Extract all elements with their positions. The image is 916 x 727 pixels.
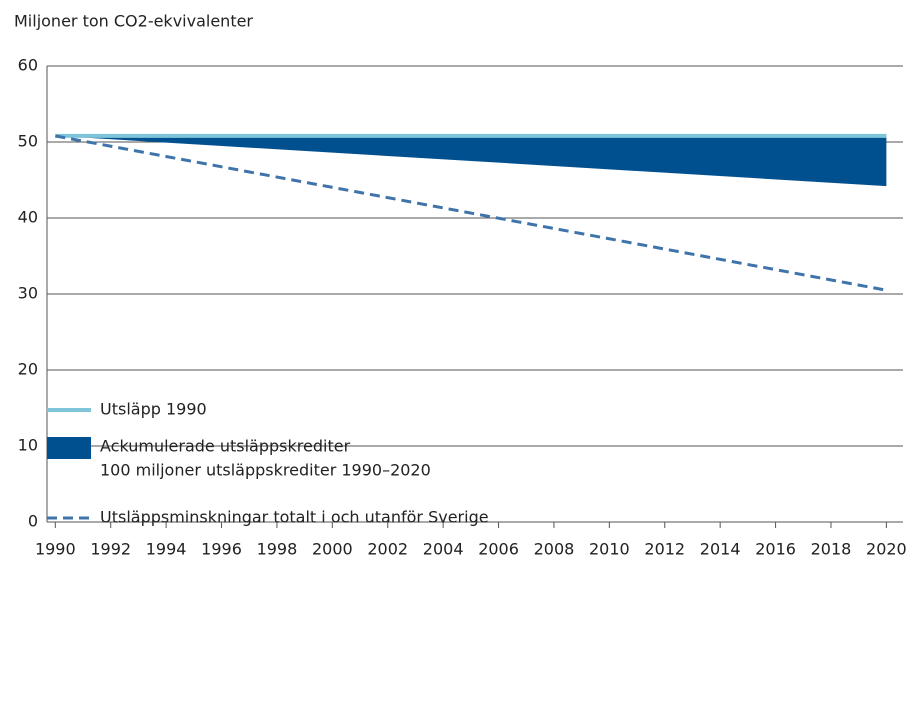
legend-label: Ackumulerade utsläppskrediter xyxy=(100,437,351,456)
x-tick-label: 2012 xyxy=(644,540,685,559)
x-tick-label: 2002 xyxy=(367,540,408,559)
legend-label: Utsläppsminskningar totalt i och utanför… xyxy=(100,508,489,527)
legend-description: 100 miljoner utsläppskrediter 1990–2020 xyxy=(100,461,431,480)
x-tick-label: 2020 xyxy=(866,540,907,559)
area xyxy=(55,135,887,187)
axis-title: Miljoner ton CO2-ekvivalenter xyxy=(14,12,253,31)
y-tick-label: 60 xyxy=(18,56,38,75)
x-tick-label: 2008 xyxy=(534,540,575,559)
x-tick-label: 2006 xyxy=(478,540,519,559)
legend-label: Utsläpp 1990 xyxy=(100,400,207,419)
legend-swatch xyxy=(47,437,91,459)
x-tick-label: 1996 xyxy=(201,540,242,559)
x-tick-label: 2000 xyxy=(312,540,353,559)
x-tick-label: 1990 xyxy=(35,540,76,559)
x-tick-label: 1998 xyxy=(257,540,298,559)
y-tick-label: 50 xyxy=(18,132,38,151)
y-tick-label: 40 xyxy=(18,208,38,227)
x-tick-label: 1994 xyxy=(146,540,187,559)
x-tick-label: 2014 xyxy=(700,540,741,559)
y-tick-label: 20 xyxy=(18,360,38,379)
x-tick-label: 2010 xyxy=(589,540,630,559)
y-tick-label: 10 xyxy=(18,436,38,455)
x-tick-label: 2018 xyxy=(811,540,852,559)
y-tick-label: 30 xyxy=(18,284,38,303)
x-tick-label: 2016 xyxy=(755,540,796,559)
x-tick-label: 2004 xyxy=(423,540,464,559)
x-tick-label: 1992 xyxy=(90,540,131,559)
line xyxy=(55,134,887,292)
y-tick-label: 0 xyxy=(28,512,38,531)
